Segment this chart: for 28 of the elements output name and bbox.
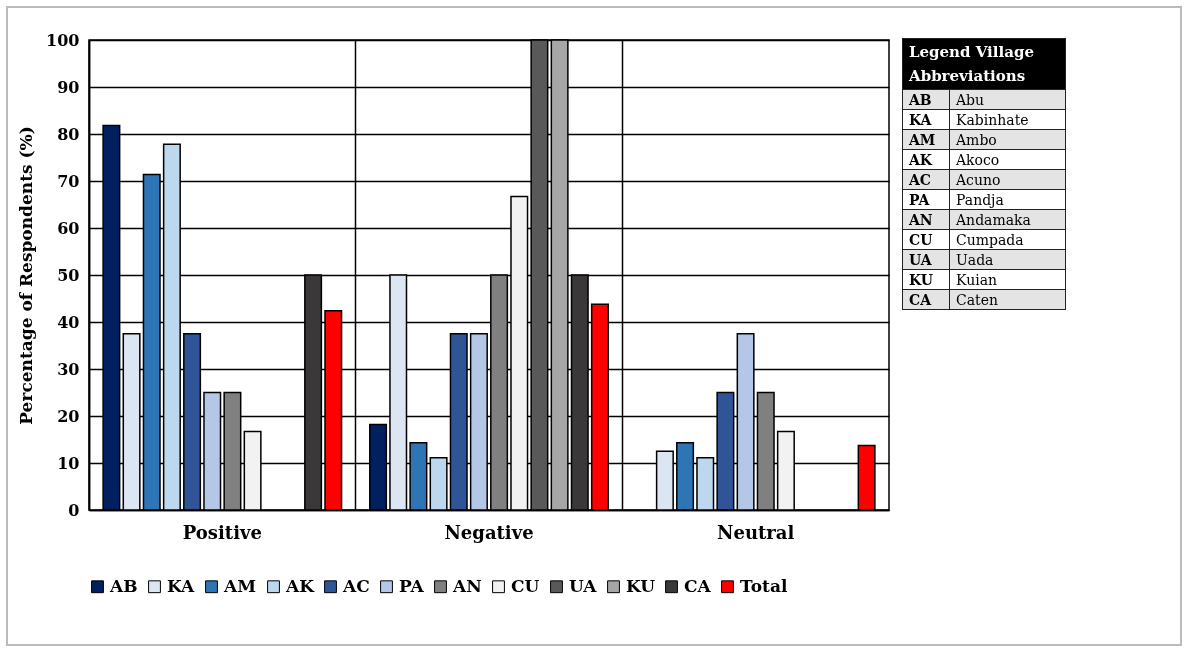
legend-label: Total	[740, 575, 788, 596]
legend-label: AC	[342, 575, 370, 596]
legend-label: AM	[223, 575, 257, 596]
y-tick-label: 100	[46, 30, 80, 50]
x-tick-label: Positive	[182, 521, 262, 543]
y-tick-label: 50	[57, 265, 80, 285]
y-tick-label: 90	[57, 77, 80, 97]
y-tick-label: 0	[68, 500, 80, 520]
y-tick-label: 20	[57, 406, 80, 426]
legend-label: KA	[167, 575, 196, 596]
y-tick-label: 70	[57, 171, 80, 191]
legend-label: CA	[684, 575, 712, 596]
legend-label: AN	[452, 575, 482, 596]
legend-label: KU	[626, 575, 656, 596]
y-tick-label: 30	[57, 359, 80, 379]
y-tick-label: 40	[57, 312, 80, 332]
legend-label: AB	[109, 575, 138, 596]
legend-label: AK	[285, 575, 316, 596]
x-tick-label: Negative	[444, 521, 534, 543]
legend-label: PA	[399, 575, 425, 596]
y-tick-label: 80	[57, 124, 80, 144]
legend-label: UA	[569, 575, 598, 596]
y-tick-label: 10	[57, 453, 80, 473]
y-tick-label: 60	[57, 218, 80, 238]
legend-label: CU	[511, 575, 540, 596]
y-axis-title: Percentage of Respondents (%)	[16, 126, 37, 425]
abbreviation-table: Legend Village Abbreviations AB Abu KA Kabinhate AM Ambo AK Akoco AC Acuno PA Pandja AN Andamaka CU Cumpada UA Uada KU Kuian CA Caten	[902, 38, 1066, 310]
x-tick-label: Neutral	[717, 521, 795, 543]
